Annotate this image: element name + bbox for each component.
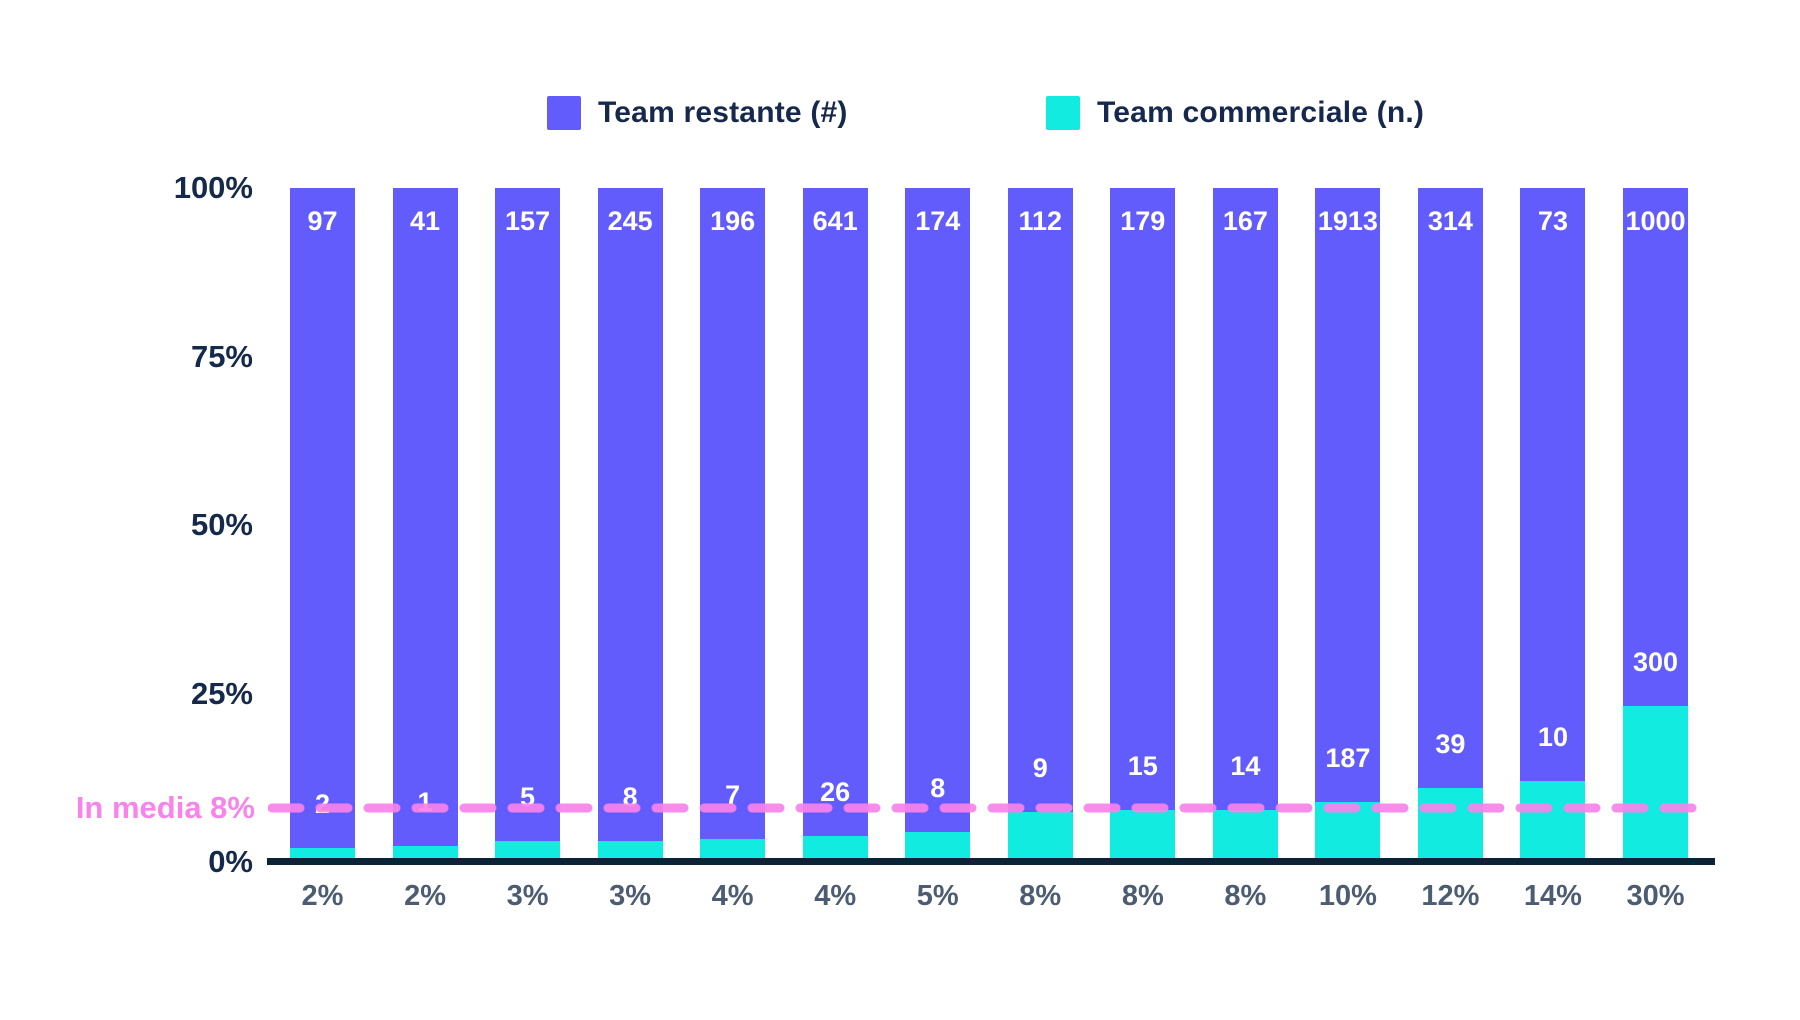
bar-label-commerciale: 9: [1032, 753, 1048, 783]
bar-segment-commerciale: [802, 836, 868, 862]
legend-swatch-restante-icon: [547, 96, 581, 130]
bar-label-commerciale: 7: [725, 780, 741, 810]
bar-label-commerciale: 15: [1127, 751, 1158, 781]
bar-column: 1913 187: [1315, 188, 1381, 862]
x-tick-label: 2%: [301, 880, 344, 912]
legend-item-restante: Team restante (#): [547, 96, 848, 130]
bar-column: 174 8: [905, 188, 971, 862]
x-tick-label: 8%: [1224, 880, 1267, 912]
legend-label-commerciale: Team commerciale (n.): [1097, 96, 1425, 129]
bar-column: 196 7: [700, 188, 766, 862]
x-tick-label: 8%: [1121, 880, 1164, 912]
bar-label-restante: 167: [1222, 206, 1268, 236]
bar-label-restante: 97: [307, 206, 338, 236]
bar-segment-restante: [905, 188, 971, 832]
bar-segment-commerciale: [905, 832, 971, 862]
bar-label-commerciale: 300: [1632, 647, 1679, 677]
x-tick-label: 14%: [1523, 880, 1582, 912]
x-axis-baseline: [267, 858, 1715, 865]
bar-segment-commerciale: [1623, 706, 1688, 862]
bar-label-commerciale: 10: [1537, 722, 1568, 752]
bar-segment-commerciale: [1520, 781, 1586, 862]
bar-column: 245 8: [597, 188, 663, 862]
bar-segment-restante: [802, 188, 868, 836]
bar-label-restante: 157: [505, 206, 551, 236]
bar-segment-restante: [1623, 188, 1688, 706]
x-tick-label: 4%: [814, 880, 857, 912]
bar-segment-commerciale: [700, 839, 766, 862]
bar-segment-restante: [1520, 188, 1586, 781]
bar-segment-commerciale: [1007, 812, 1073, 862]
bar-segment-commerciale: [1212, 810, 1278, 862]
bar-column: 157 5: [495, 188, 561, 862]
bar-label-restante: 179: [1120, 206, 1166, 236]
bar-label-restante: 174: [915, 206, 961, 236]
bar-segment-restante: [1315, 188, 1381, 802]
bar-column: 314 39: [1417, 188, 1483, 862]
x-tick-label: 5%: [916, 880, 959, 912]
bar-segment-commerciale: [597, 841, 663, 862]
bar-label-restante: 41: [410, 206, 441, 236]
x-tick-label: 3%: [506, 880, 549, 912]
bar-column: 1000 300: [1623, 188, 1688, 862]
y-tick-label: 100%: [173, 170, 253, 205]
bar-label-commerciale: 8: [930, 773, 946, 803]
bar-label-restante: 314: [1427, 206, 1473, 236]
bar-segment-restante: [1007, 188, 1073, 812]
bar-segment-commerciale: [1315, 802, 1381, 862]
bar-label-restante: 1000: [1625, 206, 1686, 236]
bar-segment-commerciale: [495, 841, 561, 862]
x-tick-label: 30%: [1626, 880, 1685, 912]
bar-label-commerciale: 2: [314, 789, 331, 819]
bar-segment-restante: [700, 188, 766, 839]
bar-segment-restante: [1110, 188, 1176, 810]
bar-label-restante: 641: [812, 206, 858, 236]
bar-label-commerciale: 26: [820, 777, 851, 807]
y-tick-label: 25%: [190, 675, 253, 711]
y-tick-label: 75%: [190, 338, 253, 374]
bar-label-restante: 1913: [1317, 206, 1378, 236]
bar-column: 112 9: [1007, 188, 1073, 862]
bar-column: 73 10: [1520, 188, 1586, 862]
legend-label-restante: Team restante (#): [598, 96, 848, 129]
bar-column: 97 2: [290, 188, 355, 862]
bar-label-restante: 196: [710, 206, 756, 236]
bar-segment-restante: [1212, 188, 1278, 810]
legend-item-commerciale: Team commerciale (n.): [1046, 96, 1424, 130]
legend-swatch-commerciale-icon: [1046, 96, 1080, 130]
bar-label-commerciale: 1: [417, 787, 433, 817]
x-tick-label: 12%: [1421, 880, 1480, 912]
average-line-label: In media 8%: [75, 790, 255, 826]
bar-segment-restante: [495, 188, 561, 841]
y-tick-label: 50%: [190, 507, 253, 542]
bar-label-restante: 73: [1537, 206, 1568, 236]
bar-label-commerciale: 14: [1230, 751, 1261, 781]
x-tick-label: 4%: [711, 880, 754, 912]
bar-label-commerciale: 8: [622, 782, 638, 812]
bar-label-commerciale: 39: [1435, 729, 1466, 759]
bar-column: 179 15: [1110, 188, 1176, 862]
bar-label-restante: 112: [1018, 206, 1063, 236]
bar-segment-restante: [290, 188, 355, 848]
x-tick-label: 2%: [404, 880, 446, 912]
y-tick-label: 0%: [208, 844, 253, 879]
bar-segment-commerciale: [1110, 810, 1176, 862]
bar-segment-restante: [597, 188, 663, 841]
bar-column: 641 26: [802, 188, 868, 862]
bar-label-commerciale: 5: [520, 782, 536, 812]
bar-label-restante: 245: [607, 206, 653, 236]
bar-segment-commerciale: [1417, 788, 1483, 862]
bar-segment-restante: [1417, 188, 1483, 788]
bar-label-commerciale: 187: [1325, 743, 1371, 773]
x-tick-label: 8%: [1019, 880, 1062, 912]
x-tick-label: 10%: [1318, 880, 1377, 912]
x-tick-label: 3%: [609, 880, 652, 912]
bar-column: 41 1: [392, 188, 458, 862]
bar-segment-restante: [392, 188, 458, 846]
bar-column: 167 14: [1212, 188, 1278, 862]
